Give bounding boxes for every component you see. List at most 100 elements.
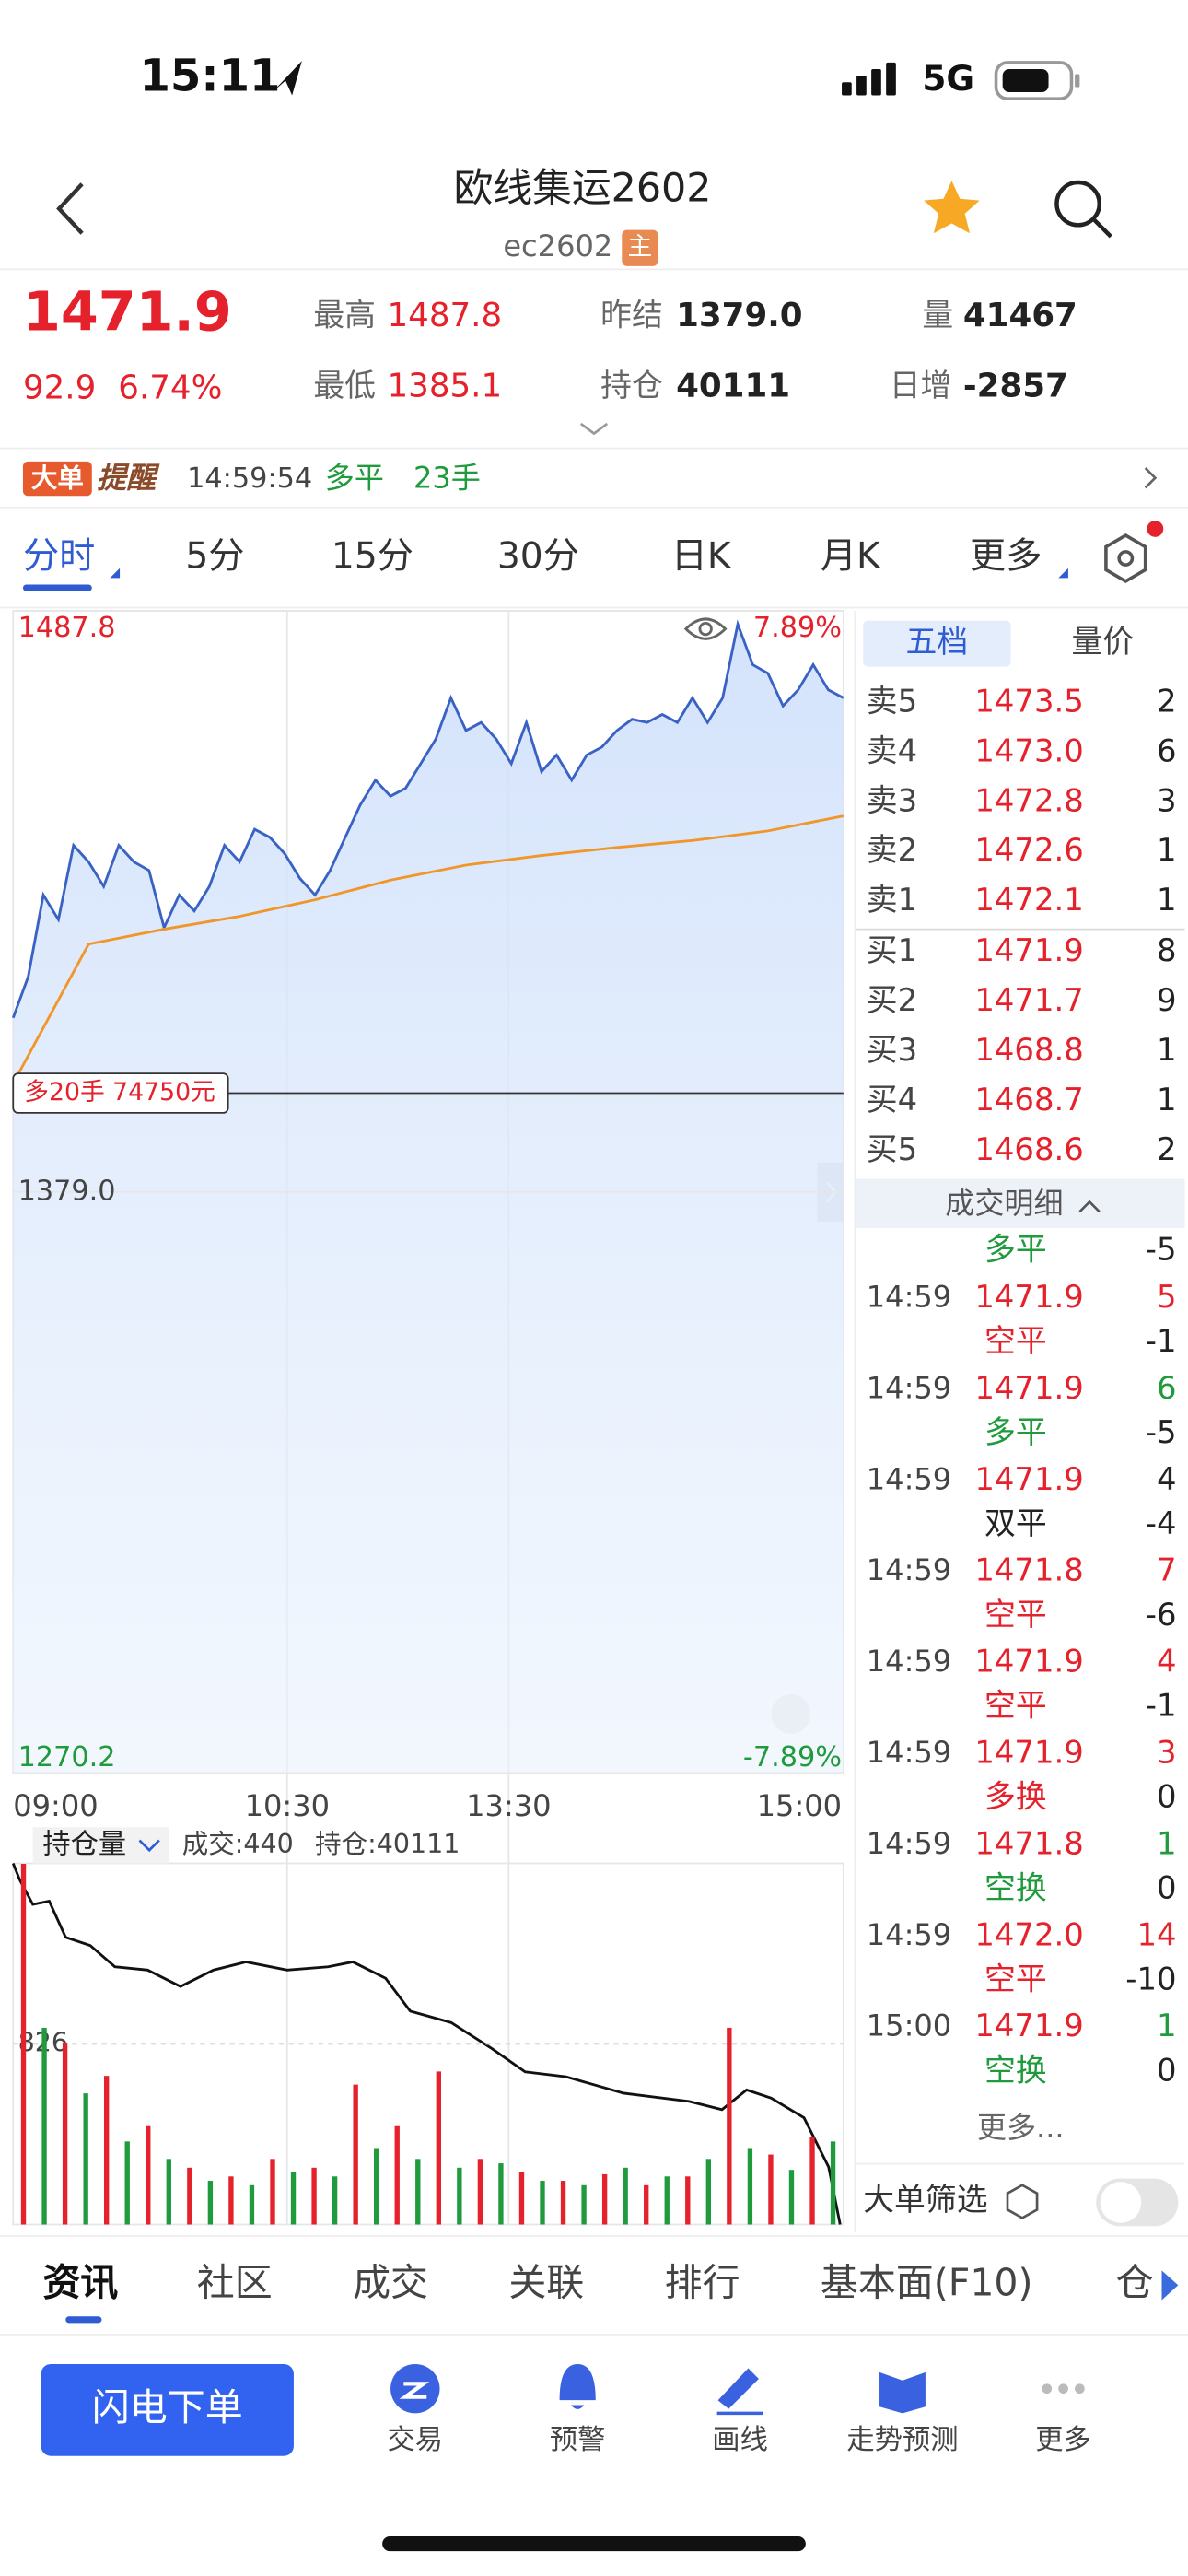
period-tab[interactable]: 5分 <box>185 536 244 578</box>
toolbar-label[interactable]: 交易 <box>387 2424 443 2456</box>
period-tab[interactable]: 分时 <box>23 536 95 578</box>
trade-price: 1471.9 <box>974 1279 1083 1315</box>
section-tab[interactable]: 资讯 <box>42 2260 118 2304</box>
back-button[interactable] <box>56 182 84 235</box>
volume-bar <box>207 2181 214 2225</box>
trade-qty: 3 <box>1157 1735 1177 1771</box>
book-qty: 1 <box>1157 1082 1177 1118</box>
volume-bar <box>685 2176 691 2225</box>
trade-oi: -1 <box>1146 1688 1177 1724</box>
settings-icon-dot <box>1117 550 1135 567</box>
time-label: 09:00 <box>13 1788 98 1823</box>
trade-qty: 4 <box>1157 1644 1177 1680</box>
filter-icon[interactable] <box>1006 2184 1039 2219</box>
y-tick-label: 1270.2 <box>18 1741 116 1774</box>
book-tab[interactable]: 五档 <box>906 624 969 660</box>
book-qty: 8 <box>1157 932 1177 968</box>
scroll-arrow[interactable] <box>1161 2270 1179 2301</box>
expand-icon[interactable] <box>579 422 609 436</box>
settings-icon[interactable] <box>1104 533 1147 584</box>
stat-value: -2857 <box>963 368 1068 405</box>
volume-bar <box>166 2159 171 2225</box>
trade-icon-mark <box>399 2382 430 2399</box>
toolbar-label[interactable]: 走势预测 <box>846 2424 958 2456</box>
volume-bar <box>623 2167 628 2225</box>
book-qty: 2 <box>1157 683 1177 719</box>
badge: 主 <box>628 233 653 262</box>
annotation-label: 多20手 74750元 <box>24 1078 215 1107</box>
draw-icon[interactable] <box>716 2368 763 2416</box>
section-tab[interactable]: 仓 <box>1116 2260 1154 2304</box>
last-price: 1471.9 <box>23 279 232 343</box>
volume-bar <box>644 2184 649 2225</box>
trade-time: 14:59 <box>867 1917 951 1952</box>
volume-bar <box>374 2148 379 2225</box>
trade-oi: 0 <box>1157 1870 1177 1906</box>
more-link[interactable]: 更多... <box>977 2110 1065 2145</box>
book-tab[interactable]: 量价 <box>1072 624 1135 660</box>
location-icon <box>272 61 302 96</box>
book-label: 买2 <box>867 982 917 1018</box>
y2-tick-label: -7.89% <box>743 1741 842 1774</box>
book-label: 卖5 <box>867 683 917 719</box>
book-qty: 6 <box>1157 732 1177 768</box>
volume-bar <box>727 2027 732 2225</box>
order-button[interactable] <box>41 2363 294 2456</box>
book-price: 1471.9 <box>974 932 1083 968</box>
period-tab[interactable]: 日K <box>671 536 732 578</box>
book-label: 买3 <box>867 1032 917 1068</box>
book-label: 卖2 <box>867 832 917 868</box>
title: 欧线集运2602 <box>454 165 712 211</box>
section-tab[interactable]: 社区 <box>197 2260 273 2304</box>
search-button[interactable] <box>1054 180 1112 239</box>
tab-caret <box>1058 568 1068 579</box>
eye-icon[interactable] <box>683 617 728 640</box>
book-label: 买1 <box>867 932 917 968</box>
trade-price: 1471.9 <box>974 1644 1083 1680</box>
trade-qty: 6 <box>1157 1370 1177 1406</box>
book-qty: 9 <box>1157 982 1177 1018</box>
filter-label: 大单筛选 <box>863 2182 987 2218</box>
period-tab[interactable]: 15分 <box>332 536 413 578</box>
favorite-star[interactable] <box>924 181 980 234</box>
book-price: 1472.8 <box>974 782 1083 818</box>
subchart-title[interactable]: 持仓量 <box>42 1828 126 1860</box>
volume-bar <box>415 2159 421 2225</box>
trade-time: 14:59 <box>867 1370 951 1405</box>
trade-oi: -5 <box>1146 1231 1177 1267</box>
alert-size: 23手 <box>413 460 481 495</box>
toolbar-label[interactable]: 预警 <box>550 2424 606 2456</box>
section-tab[interactable]: 排行 <box>665 2260 740 2304</box>
toolbar-label[interactable]: 更多 <box>1035 2424 1091 2456</box>
indicator-select[interactable] <box>32 1827 169 1864</box>
forecast-icon[interactable] <box>879 2371 926 2414</box>
book-qty: 1 <box>1157 832 1177 868</box>
period-tab[interactable]: 月K <box>821 536 881 578</box>
section-tab[interactable]: 成交 <box>353 2260 428 2304</box>
select-caret <box>138 1839 160 1853</box>
section-tab[interactable]: 基本面(F10) <box>821 2260 1033 2304</box>
collapse-icon[interactable] <box>1078 1200 1101 1213</box>
volume-bar <box>457 2167 462 2225</box>
period-tab[interactable]: 30分 <box>497 536 579 578</box>
book-price: 1468.8 <box>974 1032 1083 1068</box>
trade-time: 14:59 <box>867 1644 951 1679</box>
alert-arrow[interactable] <box>1144 467 1158 489</box>
clock: 15:11 <box>139 51 280 102</box>
volume-bar <box>332 2176 338 2225</box>
volume-bar <box>518 2172 525 2225</box>
trade-price: 1471.9 <box>974 2008 1083 2043</box>
trades-header-bg <box>856 1178 1185 1228</box>
price-line <box>11 619 844 1019</box>
period-tab[interactable]: 更多 <box>970 536 1042 578</box>
trades-title[interactable]: 成交明细 <box>945 1186 1063 1221</box>
toolbar-label[interactable]: 画线 <box>712 2424 768 2456</box>
alert-icon[interactable] <box>559 2363 596 2409</box>
trade-type: 多平 <box>984 1414 1047 1450</box>
section-tab[interactable]: 关联 <box>508 2260 584 2304</box>
book-label: 买5 <box>867 1131 917 1167</box>
more-icon[interactable] <box>1042 2383 1085 2395</box>
volume-bar <box>788 2170 795 2225</box>
